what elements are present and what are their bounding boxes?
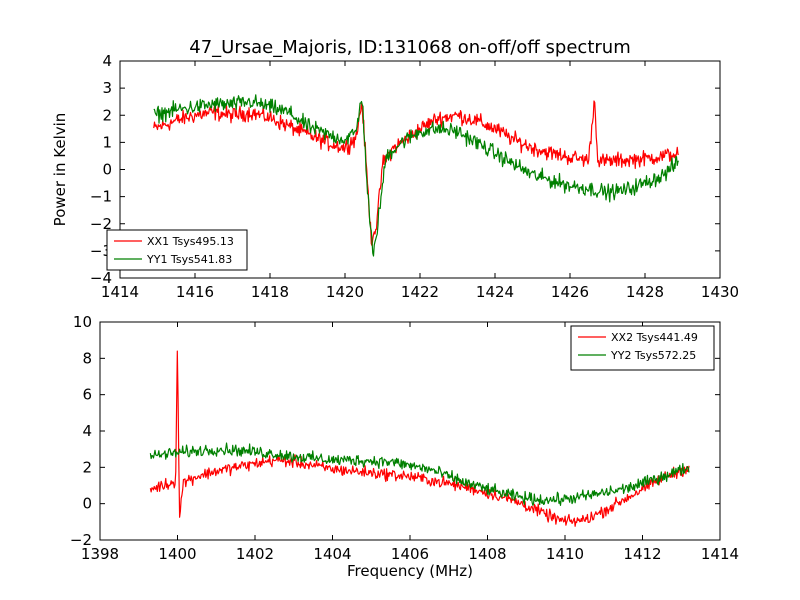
legend: XX1 Tsys495.13 YY1 Tsys541.83 [106,229,248,271]
x-tick-label: 1420 [326,283,364,301]
x-tick-label: 1416 [176,283,214,301]
x-tick-label: 1418 [251,283,289,301]
x-tick-label: 1428 [626,283,664,301]
x-tick-label: 1422 [401,283,439,301]
x-tick-label: 1402 [236,545,274,563]
x-tick-label: 1414 [101,283,139,301]
x-tick-label: 1410 [546,545,584,563]
top-chart: 1414 1416 1418 1420 1422 1424 1426 1428 1430−4−3… [51,52,739,301]
y-tick-label: 10 [73,313,92,331]
y-tick-label: −2 [70,531,92,549]
x-tick-label: 1406 [391,545,429,563]
legend-label: XX1 Tsys495.13 [147,235,234,248]
x-axis-label: Frequency (MHz) [347,562,473,580]
legend-label: YY2 Tsys572.25 [610,349,696,362]
bottom-chart: 1398 1400 1402 1404 1406 1408 1410 1412 1414 −2 0 2… [70,313,739,580]
y-tick-label: 4 [82,422,92,440]
y-tick-label: 6 [82,386,92,404]
y-tick-label: −4 [90,269,112,287]
y-tick-label: −2 [90,215,112,233]
y-tick-label: −3 [90,242,112,260]
x-tick-label: 1400 [158,545,196,563]
y-tick-label: 2 [82,458,92,476]
x-tick-label: 1424 [476,283,514,301]
x-tick-label: 1430 [701,283,739,301]
y-tick-label: −1 [90,188,112,206]
legend-box [106,229,248,271]
legend-label: XX2 Tsys441.49 [611,331,698,344]
legend-box [570,325,715,371]
y-tick-label: 8 [82,349,92,367]
x-tick-label: 1414 [701,545,739,563]
plot-area [149,350,690,527]
x-tick-label: 1412 [623,545,661,563]
x-tick-label: 1426 [551,283,589,301]
y-tick-label: 1 [102,133,112,151]
series-line-yy [153,94,679,257]
x-tick-label: 1404 [313,545,351,563]
legend-label: YY1 Tsys541.83 [146,253,232,266]
legend: XX2 Tsys441.49 YY2 Tsys572.25 [570,325,715,371]
x-tick-label: 1408 [468,545,506,563]
y-tick-label: 2 [102,106,112,124]
series-line-xx [153,100,680,247]
series-line-yy [149,442,690,506]
y-axis-label: Power in Kelvin [51,113,69,227]
y-tick-label: 4 [102,52,112,70]
x-tick-label: 1398 [81,545,119,563]
figure-title: 47_Ursae_Majoris, ID:131068 on-off/off s… [189,37,630,58]
y-tick-label: 0 [82,495,92,513]
y-tick-label: 0 [102,161,112,179]
y-tick-label: 3 [102,79,112,97]
plot-area [153,94,680,257]
series-line-xx [149,350,690,527]
